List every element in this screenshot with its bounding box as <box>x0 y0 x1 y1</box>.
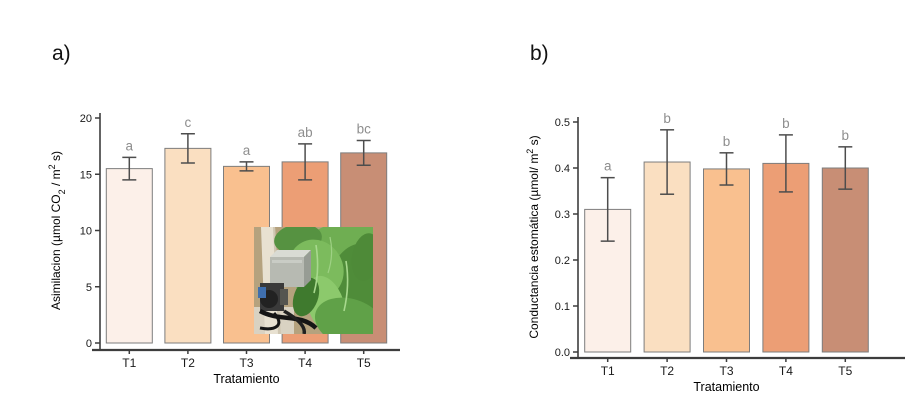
bar-T2 <box>164 147 212 344</box>
sig-letter-T5: bc <box>357 122 372 137</box>
y-tick-label: 15 <box>80 169 92 181</box>
sig-letter-T5: b <box>842 128 850 143</box>
x-tick-label-T3: T3 <box>719 364 733 378</box>
y-tick-label: 0.1 <box>555 301 570 313</box>
y-tick-label: 20 <box>80 113 92 125</box>
photo-clamp <box>258 283 288 311</box>
x-axis-title: Tratamiento <box>693 380 759 394</box>
y-tick-label: 0.4 <box>555 163 570 175</box>
bar-T1 <box>105 168 153 344</box>
bar-T4 <box>762 162 810 353</box>
y-axis-title: Asimilacion (µmol CO2 / m2 s) <box>47 151 67 310</box>
y-tick-label: 5 <box>86 282 92 294</box>
y-tick-label: 0.3 <box>555 209 570 221</box>
sig-letter-T2: b <box>663 111 671 126</box>
y-tick-label: 10 <box>80 226 92 238</box>
sig-letter-T1: a <box>126 138 134 153</box>
x-tick-label-T2: T2 <box>660 364 674 378</box>
photo-instrument-box <box>270 250 311 287</box>
x-tick-label-T2: T2 <box>181 356 195 370</box>
sig-letter-T1: a <box>604 159 612 174</box>
x-tick-label-T5: T5 <box>357 356 371 370</box>
sig-letter-T2: c <box>185 115 192 130</box>
panel-label-b: b) <box>530 42 549 65</box>
x-tick-label-T4: T4 <box>298 356 312 370</box>
bar-chart-conductancia: 0.0 0.1 0.2 0.3 0.4 0.5 a T1 b T2 b T3 b T4 b T5 Tratami… <box>525 111 905 394</box>
x-tick-label-T5: T5 <box>838 364 852 378</box>
y-tick-label: 0.0 <box>555 347 570 359</box>
bar-T5 <box>821 167 869 353</box>
bar-T3 <box>703 168 750 353</box>
x-tick-label-T3: T3 <box>239 356 253 370</box>
y-tick-label: 0.5 <box>555 117 570 129</box>
y-tick-label: 0.2 <box>555 255 570 267</box>
x-tick-label-T1: T1 <box>601 364 615 378</box>
sig-letter-T4: ab <box>298 125 313 140</box>
sig-letter-T3: a <box>243 143 251 158</box>
inset-photo <box>254 227 373 334</box>
y-tick-label: 0 <box>86 338 92 350</box>
photo-cables <box>258 308 318 334</box>
x-tick-label-T1: T1 <box>122 356 136 370</box>
x-tick-label-T4: T4 <box>779 364 793 378</box>
sig-letter-T3: b <box>723 134 731 149</box>
sig-letter-T4: b <box>782 116 790 131</box>
x-axis-title: Tratamiento <box>213 372 279 386</box>
y-axis-title: Conductancia estomática (µmol/ m2 s) <box>525 135 541 338</box>
panel-label-a: a) <box>52 42 71 65</box>
